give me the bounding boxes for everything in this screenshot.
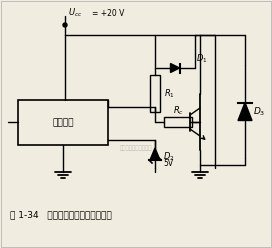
Text: $D_1$: $D_1$ (196, 53, 208, 65)
Circle shape (63, 23, 67, 27)
Text: 杭州将寻科技有限公司: 杭州将寻科技有限公司 (120, 145, 152, 151)
Text: 5V: 5V (163, 159, 173, 168)
Polygon shape (150, 148, 160, 160)
Polygon shape (171, 63, 180, 72)
Text: $R_1$: $R_1$ (164, 87, 175, 100)
Text: = +20 V: = +20 V (92, 8, 124, 18)
Bar (163, 117, 191, 127)
Text: $R_c$: $R_c$ (173, 105, 184, 117)
Text: $U_{cc}$: $U_{cc}$ (68, 7, 82, 19)
Polygon shape (238, 102, 252, 121)
Text: $D_2$: $D_2$ (163, 151, 175, 163)
Text: 驱动电路: 驱动电路 (52, 118, 74, 127)
Text: $D_3$: $D_3$ (253, 105, 265, 118)
Text: 图 1-34   产生开通和关断电压的电路: 图 1-34 产生开通和关断电压的电路 (10, 211, 112, 219)
Bar (18, 100, 108, 145)
Bar (150, 75, 160, 112)
